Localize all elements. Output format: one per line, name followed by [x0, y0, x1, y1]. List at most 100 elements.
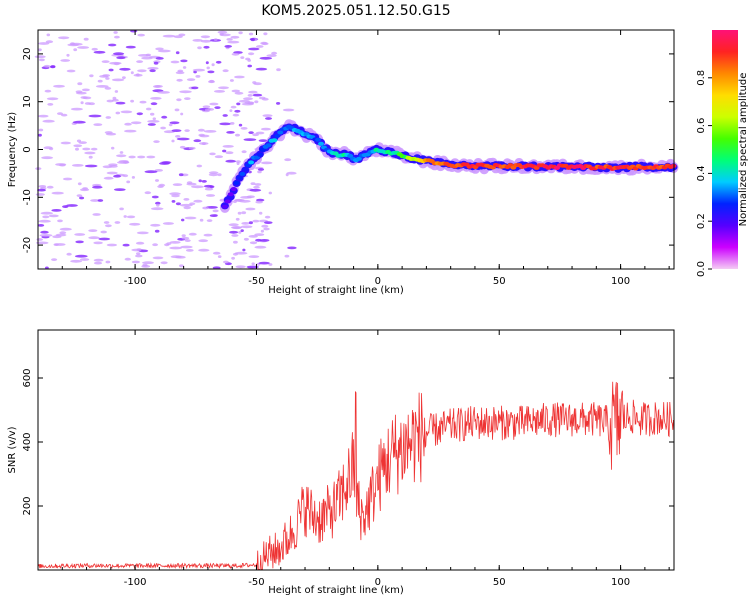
- noise-speckle: [35, 241, 49, 245]
- noise-speckle: [76, 194, 83, 198]
- noise-speckle: [218, 86, 229, 90]
- noise-speckle: [66, 53, 70, 57]
- noise-speckle: [76, 91, 87, 95]
- noise-speckle: [135, 241, 145, 245]
- colorbar-tick-label: 0.6: [696, 118, 707, 134]
- noise-speckle: [248, 235, 258, 238]
- noise-speckle: [126, 180, 131, 184]
- noise-speckle: [231, 52, 240, 56]
- noise-speckle: [191, 86, 199, 90]
- noise-speckle: [192, 68, 206, 72]
- y-tick-label: -20: [22, 237, 33, 253]
- noise-speckle: [95, 85, 109, 88]
- noise-speckle: [137, 69, 147, 73]
- noise-speckle: [249, 188, 262, 192]
- noise-speckle: [146, 155, 156, 159]
- noise-speckle: [192, 39, 203, 42]
- noise-speckle: [91, 47, 98, 51]
- noise-speckle: [102, 165, 113, 169]
- y-tick-label: 400: [22, 432, 33, 451]
- noise-speckle: [179, 145, 186, 149]
- noise-speckle: [219, 32, 224, 36]
- x-tick-label: 0: [375, 276, 381, 287]
- noise-speckle: [197, 128, 205, 132]
- noise-speckle: [77, 182, 82, 186]
- noise-speckle: [52, 235, 62, 239]
- noise-speckle: [181, 218, 185, 222]
- noise-speckle: [260, 127, 271, 131]
- noise-speckle: [130, 121, 142, 125]
- noise-speckle: [229, 109, 233, 112]
- noise-speckle: [260, 229, 264, 233]
- noise-speckle: [222, 114, 228, 117]
- noise-speckle: [222, 69, 229, 73]
- noise-speckle: [150, 223, 161, 227]
- noise-speckle: [246, 195, 255, 199]
- noise-speckle: [171, 194, 180, 198]
- noise-speckle: [136, 231, 149, 235]
- noise-speckle: [131, 260, 140, 264]
- noise-speckle: [186, 182, 197, 186]
- noise-speckle: [254, 183, 262, 186]
- noise-speckle: [66, 69, 76, 73]
- noise-speckle: [206, 219, 213, 223]
- noise-speckle: [136, 112, 143, 116]
- noise-speckle: [57, 112, 63, 115]
- noise-speckle: [149, 69, 156, 73]
- noise-speckle: [93, 258, 104, 262]
- noise-speckle: [155, 57, 164, 60]
- noise-speckle: [103, 221, 110, 224]
- noise-speckle: [141, 265, 151, 268]
- noise-speckle: [136, 73, 140, 77]
- x-tick-label: 0: [375, 577, 381, 588]
- noise-speckle: [219, 122, 232, 126]
- noise-speckle: [203, 130, 217, 133]
- noise-speckle: [175, 202, 181, 206]
- noise-speckle: [175, 71, 185, 75]
- noise-speckle: [178, 173, 184, 177]
- y-tick-label: 600: [22, 368, 33, 387]
- ridge-core: [318, 141, 324, 146]
- noise-speckle: [114, 35, 120, 39]
- noise-speckle: [113, 31, 118, 34]
- noise-speckle: [196, 164, 203, 168]
- noise-speckle: [248, 255, 260, 258]
- noise-speckle: [232, 113, 240, 117]
- noise-speckle: [250, 182, 256, 186]
- noise-speckle: [198, 179, 202, 183]
- noise-speckle: [173, 35, 183, 39]
- noise-speckle: [261, 224, 269, 228]
- noise-speckle: [264, 215, 271, 219]
- ridge-core: [230, 187, 237, 191]
- noise-speckle: [234, 109, 241, 113]
- noise-speckle: [265, 117, 272, 120]
- noise-speckle: [137, 33, 145, 37]
- colorbar-gradient: [712, 30, 738, 269]
- noise-speckle: [160, 126, 167, 130]
- noise-speckle: [84, 164, 98, 168]
- noise-speckle: [222, 145, 234, 148]
- noise-speckle: [184, 239, 191, 243]
- noise-speckle: [136, 248, 142, 252]
- noise-speckle: [35, 193, 45, 196]
- snr-panel: -100 -50 0 50 100 200 400 600 Height of straig…: [7, 329, 675, 596]
- noise-speckle: [169, 121, 180, 125]
- colorbar-tick-label: 0.8: [696, 70, 707, 86]
- noise-speckle: [209, 214, 218, 218]
- noise-speckle: [239, 199, 251, 203]
- noise-speckle: [208, 171, 219, 175]
- noise-speckle: [46, 33, 51, 37]
- noise-speckle: [90, 199, 101, 202]
- noise-speckle: [238, 31, 243, 35]
- noise-speckle: [139, 100, 147, 104]
- x-tick-label: 100: [611, 577, 630, 588]
- noise-speckle: [247, 94, 253, 97]
- spectrogram-x-label: Height of straight line (km): [268, 285, 404, 296]
- noise-speckle: [171, 200, 176, 203]
- ridge-core: [236, 175, 243, 180]
- noise-speckle: [180, 59, 188, 63]
- noise-speckle: [162, 34, 176, 38]
- noise-speckle: [116, 56, 126, 60]
- noise-speckle: [112, 96, 117, 100]
- noise-speckle: [200, 35, 211, 39]
